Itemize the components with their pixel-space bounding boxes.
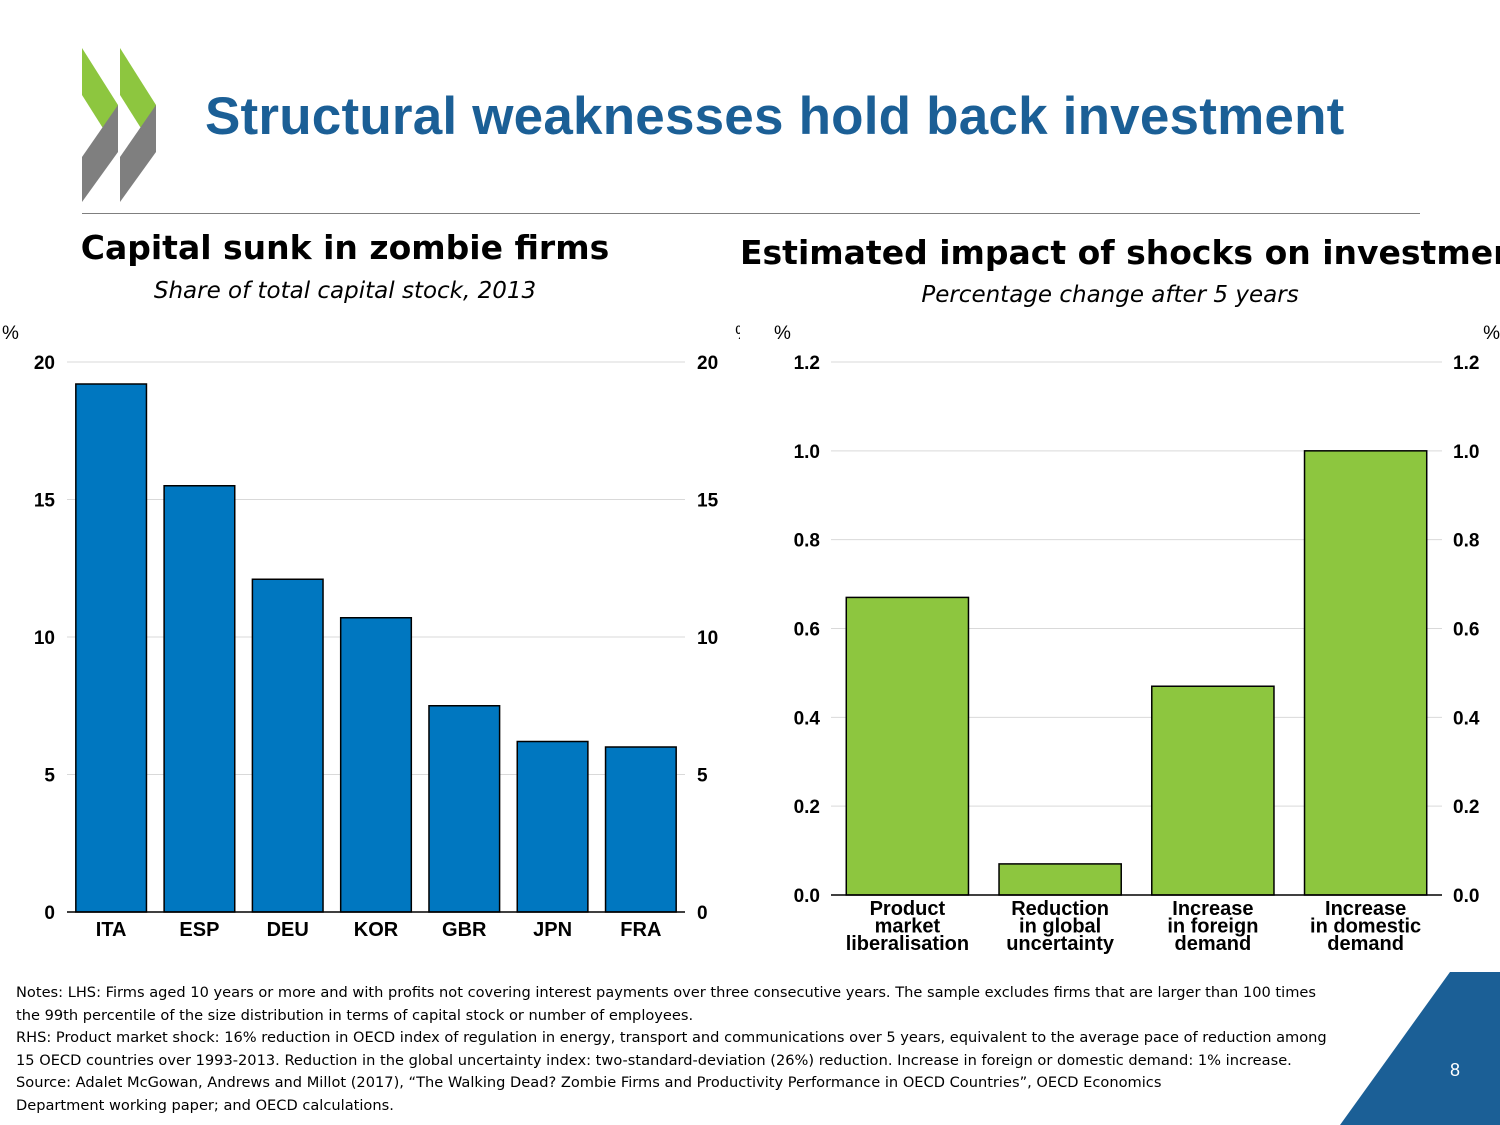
y-tick-label-right: 1.0 [1453,442,1479,463]
y-tick-label-left: 1.0 [794,442,820,463]
right-chart-subtitle: Percentage change after 5 years [921,282,1299,308]
y-tick-label-right: 20 [697,353,718,374]
x-category-label: liberalisation [846,933,969,955]
bar [428,705,501,913]
x-category-label: Product [870,898,946,920]
page-number: 8 [1449,1060,1460,1080]
bar [998,863,1122,896]
y-tick-label-left: 20 [34,353,55,374]
x-category-label: in foreign [1167,916,1258,938]
slide-title: Structural weaknesses hold back investme… [205,87,1345,146]
bar [1151,685,1275,896]
shocks-impact-bar-chart: 0.0 0.0 0.2 0.2 0.4 0.4 0.6 0.6 0.8 0.8 1.0 1.0 1.2 1… [774,323,1500,955]
y-axis-unit-left: % [2,323,19,344]
zombie-firms-bar-chart: 0 0 5 5 10 10 15 15 20 20%% ITA ESP DEU KOR GBR JPN FRA [2,323,740,941]
logo-grey-chevron-left [82,105,118,202]
x-category-label: market [875,916,941,938]
y-tick-label-right: 1.2 [1453,353,1479,374]
y-axis-unit-left: % [774,323,791,344]
corner-decoration [1340,972,1500,1125]
x-category-label: Increase [1325,898,1406,920]
y-tick-label-left: 0.8 [794,531,820,552]
notes-line: Source: Adalet McGowan, Andrews and Mill… [16,1074,1162,1092]
y-tick-label-right: 5 [697,766,708,787]
y-tick-label-right: 0 [697,903,708,924]
x-category-label: ESP [179,919,219,941]
bar [1303,450,1428,896]
x-category-label: Increase [1172,898,1253,920]
y-tick-label-left: 0.4 [794,708,821,729]
bar [845,596,970,896]
y-tick-label-left: 0.2 [794,797,820,818]
y-tick-label-right: 0.6 [1453,620,1479,641]
y-tick-label-right: 0.2 [1453,797,1479,818]
x-category-label: demand [1175,933,1252,955]
y-tick-label-left: 1.2 [794,353,820,374]
y-tick-label-left: 15 [34,491,56,512]
right-chart-title: Estimated impact of shocks on investment [740,233,1500,272]
y-tick-label-left: 0 [44,903,55,924]
bar [604,746,677,913]
bar [516,740,589,913]
notes-line: the 99th percentile of the size distribu… [16,1006,694,1024]
y-tick-label-right: 10 [697,628,718,649]
notes: Notes: LHS: Firms aged 10 years or more … [16,982,1381,1118]
x-category-label: demand [1327,933,1404,955]
x-category-label: DEU [267,919,309,941]
x-category-label: GBR [442,919,487,941]
logo-grey-chevron-right [120,105,156,202]
x-category-label: in global [1019,916,1101,938]
y-tick-label-left: 0.0 [794,886,820,907]
x-category-label: in domestic [1310,916,1421,938]
x-category-label: JPN [533,919,572,941]
notes-line: RHS: Product market shock: 16% reduction… [16,1029,1327,1047]
notes-line: Notes: LHS: Firms aged 10 years or more … [16,984,1316,1001]
x-category-label: FRA [620,919,661,941]
y-tick-label-left: 0.6 [794,620,820,641]
y-tick-label-left: 10 [34,628,55,649]
notes-line: 15 OECD countries over 1993-2013. Reduct… [16,1051,1292,1069]
y-tick-label-right: 0.4 [1453,708,1480,729]
y-axis-unit-right: % [735,323,740,344]
bar [339,617,413,913]
y-axis-unit-right: % [1483,323,1500,344]
bar [163,485,236,913]
x-category-label: Reduction [1011,898,1109,920]
x-category-label: uncertainty [1006,933,1115,955]
x-category-label: KOR [354,919,399,941]
y-tick-label-right: 0.0 [1453,886,1479,907]
left-chart-title: Capital sunk in zombie firms [80,228,610,267]
bar [251,578,324,913]
y-tick-label-right: 0.8 [1453,531,1479,552]
x-category-label: ITA [96,919,127,941]
notes-line: Department working paper; and OECD calcu… [16,1096,394,1114]
y-tick-label-left: 5 [44,766,55,787]
left-chart-subtitle: Share of total capital stock, 2013 [153,278,537,304]
title-divider [82,213,1420,214]
y-tick-label-right: 15 [697,491,719,512]
bar [75,383,148,913]
oecd-logo [82,48,156,202]
